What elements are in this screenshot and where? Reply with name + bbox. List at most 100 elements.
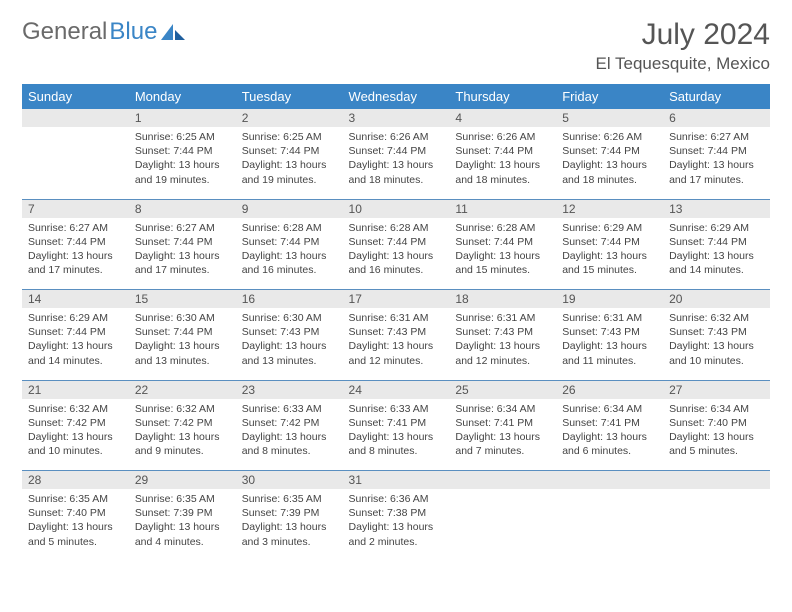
day-detail-cell <box>449 489 556 561</box>
daylight-text: Daylight: 13 hours and 10 minutes. <box>28 430 123 458</box>
sunrise-text: Sunrise: 6:36 AM <box>349 492 444 506</box>
sunrise-text: Sunrise: 6:34 AM <box>455 402 550 416</box>
day-detail-cell: Sunrise: 6:34 AMSunset: 7:41 PMDaylight:… <box>449 399 556 471</box>
day-number-cell <box>449 471 556 490</box>
sunrise-text: Sunrise: 6:34 AM <box>562 402 657 416</box>
day-detail-cell: Sunrise: 6:33 AMSunset: 7:42 PMDaylight:… <box>236 399 343 471</box>
sunrise-text: Sunrise: 6:27 AM <box>669 130 764 144</box>
sunrise-text: Sunrise: 6:27 AM <box>28 221 123 235</box>
day-number-cell: 17 <box>343 290 450 309</box>
title-block: July 2024 El Tequesquite, Mexico <box>595 18 770 74</box>
day-detail-cell: Sunrise: 6:32 AMSunset: 7:42 PMDaylight:… <box>129 399 236 471</box>
sunrise-text: Sunrise: 6:28 AM <box>349 221 444 235</box>
sunset-text: Sunset: 7:44 PM <box>455 235 550 249</box>
daylight-text: Daylight: 13 hours and 19 minutes. <box>135 158 230 186</box>
sunset-text: Sunset: 7:44 PM <box>28 325 123 339</box>
day-number-cell: 22 <box>129 380 236 399</box>
daylight-text: Daylight: 13 hours and 17 minutes. <box>28 249 123 277</box>
sunset-text: Sunset: 7:44 PM <box>349 235 444 249</box>
day-number-cell <box>556 471 663 490</box>
day-number-cell: 20 <box>663 290 770 309</box>
day-detail-cell: Sunrise: 6:29 AMSunset: 7:44 PMDaylight:… <box>663 218 770 290</box>
daylight-text: Daylight: 13 hours and 12 minutes. <box>349 339 444 367</box>
daylight-text: Daylight: 13 hours and 8 minutes. <box>242 430 337 458</box>
daylight-text: Daylight: 13 hours and 6 minutes. <box>562 430 657 458</box>
daylight-text: Daylight: 13 hours and 3 minutes. <box>242 520 337 548</box>
sunset-text: Sunset: 7:44 PM <box>562 144 657 158</box>
day-detail-cell: Sunrise: 6:30 AMSunset: 7:44 PMDaylight:… <box>129 308 236 380</box>
daylight-text: Daylight: 13 hours and 12 minutes. <box>455 339 550 367</box>
daylight-text: Daylight: 13 hours and 19 minutes. <box>242 158 337 186</box>
daylight-text: Daylight: 13 hours and 18 minutes. <box>349 158 444 186</box>
daylight-text: Daylight: 13 hours and 16 minutes. <box>242 249 337 277</box>
day-detail-cell: Sunrise: 6:32 AMSunset: 7:42 PMDaylight:… <box>22 399 129 471</box>
sunset-text: Sunset: 7:44 PM <box>669 235 764 249</box>
day-number-cell: 21 <box>22 380 129 399</box>
sunrise-text: Sunrise: 6:25 AM <box>135 130 230 144</box>
sunset-text: Sunset: 7:44 PM <box>135 235 230 249</box>
brand-part2: Blue <box>109 18 157 46</box>
day-detail-cell: Sunrise: 6:28 AMSunset: 7:44 PMDaylight:… <box>236 218 343 290</box>
daylight-text: Daylight: 13 hours and 8 minutes. <box>349 430 444 458</box>
sunset-text: Sunset: 7:44 PM <box>349 144 444 158</box>
sunset-text: Sunset: 7:43 PM <box>349 325 444 339</box>
sunset-text: Sunset: 7:43 PM <box>455 325 550 339</box>
day-number-cell: 9 <box>236 199 343 218</box>
daylight-text: Daylight: 13 hours and 9 minutes. <box>135 430 230 458</box>
brand-part1: General <box>22 18 107 46</box>
sunrise-text: Sunrise: 6:31 AM <box>349 311 444 325</box>
day-detail-cell <box>556 489 663 561</box>
sunset-text: Sunset: 7:42 PM <box>242 416 337 430</box>
day-number-cell: 31 <box>343 471 450 490</box>
day-number-cell: 5 <box>556 109 663 127</box>
day-detail-cell: Sunrise: 6:31 AMSunset: 7:43 PMDaylight:… <box>343 308 450 380</box>
day-detail-cell: Sunrise: 6:28 AMSunset: 7:44 PMDaylight:… <box>449 218 556 290</box>
sunrise-text: Sunrise: 6:31 AM <box>562 311 657 325</box>
daylight-text: Daylight: 13 hours and 2 minutes. <box>349 520 444 548</box>
day-number-cell: 30 <box>236 471 343 490</box>
sunrise-text: Sunrise: 6:34 AM <box>669 402 764 416</box>
daylight-text: Daylight: 13 hours and 7 minutes. <box>455 430 550 458</box>
daylight-text: Daylight: 13 hours and 13 minutes. <box>135 339 230 367</box>
daylight-text: Daylight: 13 hours and 18 minutes. <box>455 158 550 186</box>
day-detail-row: Sunrise: 6:32 AMSunset: 7:42 PMDaylight:… <box>22 399 770 471</box>
sunset-text: Sunset: 7:44 PM <box>669 144 764 158</box>
day-number-cell: 15 <box>129 290 236 309</box>
day-detail-cell: Sunrise: 6:26 AMSunset: 7:44 PMDaylight:… <box>343 127 450 199</box>
sunset-text: Sunset: 7:43 PM <box>562 325 657 339</box>
weekday-header: Thursday <box>449 84 556 109</box>
day-detail-cell: Sunrise: 6:26 AMSunset: 7:44 PMDaylight:… <box>449 127 556 199</box>
day-number-row: 123456 <box>22 109 770 127</box>
day-number-cell: 16 <box>236 290 343 309</box>
weekday-header: Sunday <box>22 84 129 109</box>
sunrise-text: Sunrise: 6:30 AM <box>242 311 337 325</box>
day-number-cell: 28 <box>22 471 129 490</box>
day-number-cell: 23 <box>236 380 343 399</box>
sunset-text: Sunset: 7:40 PM <box>28 506 123 520</box>
sunset-text: Sunset: 7:38 PM <box>349 506 444 520</box>
daylight-text: Daylight: 13 hours and 13 minutes. <box>242 339 337 367</box>
day-detail-cell: Sunrise: 6:25 AMSunset: 7:44 PMDaylight:… <box>129 127 236 199</box>
day-detail-cell: Sunrise: 6:34 AMSunset: 7:41 PMDaylight:… <box>556 399 663 471</box>
sunset-text: Sunset: 7:41 PM <box>349 416 444 430</box>
sunrise-text: Sunrise: 6:28 AM <box>242 221 337 235</box>
day-detail-cell: Sunrise: 6:31 AMSunset: 7:43 PMDaylight:… <box>556 308 663 380</box>
sunset-text: Sunset: 7:44 PM <box>135 325 230 339</box>
day-number-row: 14151617181920 <box>22 290 770 309</box>
sunrise-text: Sunrise: 6:27 AM <box>135 221 230 235</box>
logo-sail-icon <box>161 22 187 42</box>
day-number-cell: 13 <box>663 199 770 218</box>
weekday-header: Wednesday <box>343 84 450 109</box>
sunset-text: Sunset: 7:42 PM <box>135 416 230 430</box>
day-detail-cell: Sunrise: 6:35 AMSunset: 7:39 PMDaylight:… <box>236 489 343 561</box>
day-detail-cell: Sunrise: 6:34 AMSunset: 7:40 PMDaylight:… <box>663 399 770 471</box>
day-detail-row: Sunrise: 6:27 AMSunset: 7:44 PMDaylight:… <box>22 218 770 290</box>
day-detail-cell: Sunrise: 6:30 AMSunset: 7:43 PMDaylight:… <box>236 308 343 380</box>
day-detail-row: Sunrise: 6:35 AM Sunset: 7:40 PM Daylight:… <box>22 489 770 561</box>
month-title: July 2024 <box>595 18 770 52</box>
sunrise-text: Sunrise: 6:35 AM <box>135 492 230 506</box>
day-number-cell <box>22 109 129 127</box>
sunset-text: Sunset: 7:41 PM <box>562 416 657 430</box>
sunrise-text: Sunrise: 6:29 AM <box>562 221 657 235</box>
day-number-row: 78910111213 <box>22 199 770 218</box>
